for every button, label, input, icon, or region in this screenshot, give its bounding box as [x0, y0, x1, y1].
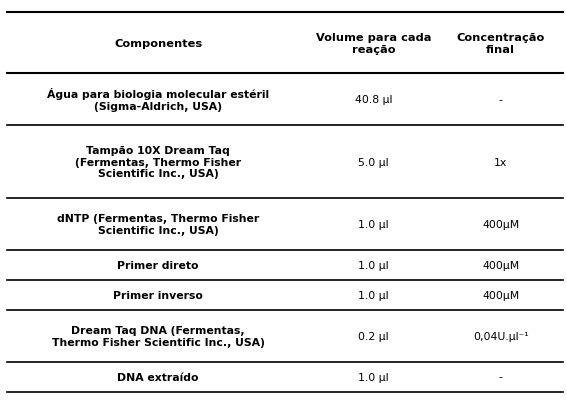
Text: 1.0 μl: 1.0 μl — [358, 260, 389, 271]
Text: Dream Taq DNA (Fermentas,
Thermo Fisher Scientific Inc., USA): Dream Taq DNA (Fermentas, Thermo Fisher … — [52, 325, 264, 347]
Text: 5.0 μl: 5.0 μl — [358, 157, 389, 167]
Text: -: - — [499, 372, 503, 382]
Text: dNTP (Fermentas, Thermo Fisher
Scientific Inc., USA): dNTP (Fermentas, Thermo Fisher Scientifi… — [57, 214, 259, 235]
Text: Primer inverso: Primer inverso — [113, 290, 203, 300]
Text: 1x: 1x — [494, 157, 507, 167]
Text: 1.0 μl: 1.0 μl — [358, 372, 389, 382]
Text: 40.8 μl: 40.8 μl — [355, 95, 392, 105]
Text: 400μM: 400μM — [482, 220, 519, 230]
Text: Primer direto: Primer direto — [117, 260, 198, 271]
Text: 400μM: 400μM — [482, 290, 519, 300]
Text: 0.2 μl: 0.2 μl — [358, 331, 389, 341]
Text: 1.0 μl: 1.0 μl — [358, 290, 389, 300]
Text: DNA extraído: DNA extraído — [117, 372, 198, 382]
Text: Tampão 10X Dream Taq
(Fermentas, Thermo Fisher
Scientific Inc., USA): Tampão 10X Dream Taq (Fermentas, Thermo … — [75, 146, 241, 179]
Text: Água para biologia molecular estéril
(Sigma-Aldrich, USA): Água para biologia molecular estéril (Si… — [47, 88, 269, 112]
Text: -: - — [499, 95, 503, 105]
Text: 400μM: 400μM — [482, 260, 519, 271]
Text: 0,04U.μl⁻¹: 0,04U.μl⁻¹ — [473, 331, 528, 341]
Text: Concentração
final: Concentração final — [456, 33, 545, 55]
Text: Componentes: Componentes — [114, 39, 202, 49]
Text: Volume para cada
reação: Volume para cada reação — [316, 33, 431, 55]
Text: 1.0 μl: 1.0 μl — [358, 220, 389, 230]
